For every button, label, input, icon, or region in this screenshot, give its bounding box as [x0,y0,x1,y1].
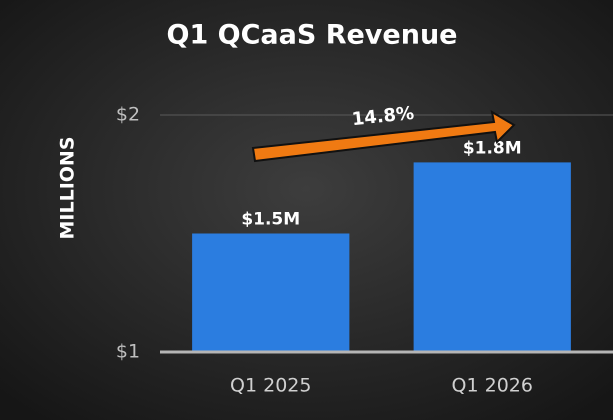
value-label: $1.8M [463,138,522,158]
x-tick-label: Q1 2026 [452,375,533,397]
chart-title: Q1 QCaaS Revenue [167,20,458,51]
value-label: $1.5M [241,210,300,230]
growth-arrow [251,109,516,163]
bar [192,233,350,352]
bar [413,162,571,352]
y-tick-label: $2 [116,104,140,126]
x-tick-label: Q1 2025 [230,375,311,397]
y-axis-label: MILLIONS [57,137,79,240]
y-tick-label: $1 [116,341,140,363]
